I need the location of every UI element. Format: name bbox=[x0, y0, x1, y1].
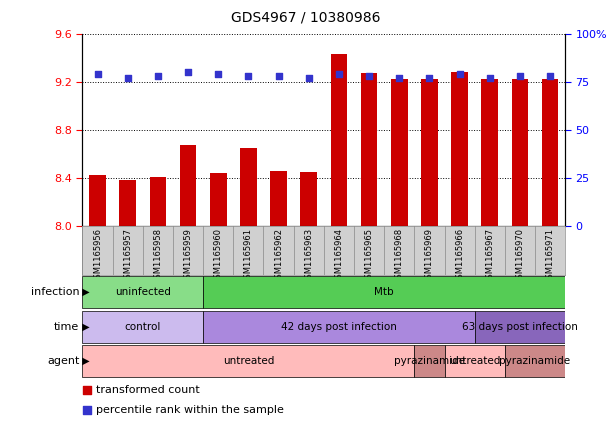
Point bbox=[93, 71, 103, 77]
Bar bbox=[240, 148, 257, 226]
Text: GSM1165957: GSM1165957 bbox=[123, 228, 132, 284]
Bar bbox=[542, 80, 558, 226]
Text: GSM1165965: GSM1165965 bbox=[365, 228, 373, 284]
Text: GSM1165966: GSM1165966 bbox=[455, 228, 464, 284]
Bar bbox=[203, 310, 475, 343]
Bar bbox=[270, 170, 287, 226]
Text: pyrazinamide: pyrazinamide bbox=[499, 356, 571, 366]
Point bbox=[515, 73, 525, 80]
Bar bbox=[414, 345, 445, 377]
Point bbox=[274, 73, 284, 80]
Bar bbox=[421, 80, 437, 226]
Text: GSM1165967: GSM1165967 bbox=[485, 228, 494, 284]
Bar bbox=[475, 310, 565, 343]
Point bbox=[304, 74, 313, 81]
Point bbox=[364, 73, 374, 80]
Text: control: control bbox=[125, 321, 161, 332]
Text: GSM1165964: GSM1165964 bbox=[334, 228, 343, 284]
Text: time: time bbox=[54, 321, 79, 332]
Bar bbox=[82, 310, 203, 343]
Text: 42 days post infection: 42 days post infection bbox=[281, 321, 397, 332]
Bar bbox=[119, 180, 136, 226]
Text: GDS4967 / 10380986: GDS4967 / 10380986 bbox=[231, 11, 380, 25]
Text: agent: agent bbox=[47, 356, 79, 366]
Bar bbox=[150, 177, 166, 226]
Bar bbox=[505, 345, 565, 377]
Bar bbox=[452, 72, 468, 226]
Point bbox=[455, 71, 464, 77]
Point bbox=[82, 407, 92, 413]
Point bbox=[123, 74, 133, 81]
Point bbox=[183, 69, 193, 76]
Text: GSM1165969: GSM1165969 bbox=[425, 228, 434, 284]
Point bbox=[244, 73, 254, 80]
Point bbox=[485, 74, 495, 81]
Point bbox=[394, 74, 404, 81]
Bar bbox=[445, 345, 505, 377]
Text: GSM1165963: GSM1165963 bbox=[304, 228, 313, 284]
Text: GSM1165968: GSM1165968 bbox=[395, 228, 404, 284]
Text: untreated: untreated bbox=[223, 356, 274, 366]
Bar bbox=[180, 146, 196, 226]
Text: untreated: untreated bbox=[449, 356, 500, 366]
Text: pyrazinamide: pyrazinamide bbox=[394, 356, 465, 366]
Point bbox=[153, 73, 163, 80]
Text: ▶: ▶ bbox=[79, 321, 90, 332]
Text: infection: infection bbox=[31, 287, 79, 297]
Text: transformed count: transformed count bbox=[95, 385, 199, 395]
Point bbox=[334, 71, 344, 77]
Text: ▶: ▶ bbox=[79, 287, 90, 297]
Text: GSM1165959: GSM1165959 bbox=[183, 228, 192, 284]
Point bbox=[545, 73, 555, 80]
Text: GSM1165970: GSM1165970 bbox=[516, 228, 524, 284]
Bar bbox=[301, 172, 317, 226]
Bar bbox=[511, 80, 529, 226]
Text: GSM1165958: GSM1165958 bbox=[153, 228, 163, 284]
Bar bbox=[481, 80, 498, 226]
Text: uninfected: uninfected bbox=[115, 287, 170, 297]
Point bbox=[425, 74, 434, 81]
Text: GSM1165956: GSM1165956 bbox=[93, 228, 102, 284]
Text: percentile rank within the sample: percentile rank within the sample bbox=[95, 405, 284, 415]
Text: GSM1165961: GSM1165961 bbox=[244, 228, 253, 284]
Text: 63 days post infection: 63 days post infection bbox=[462, 321, 578, 332]
Bar bbox=[82, 276, 203, 308]
Bar bbox=[82, 345, 414, 377]
Bar bbox=[331, 54, 347, 226]
Bar bbox=[360, 74, 378, 226]
Bar bbox=[391, 80, 408, 226]
Bar bbox=[89, 176, 106, 226]
Bar bbox=[203, 276, 565, 308]
Text: GSM1165960: GSM1165960 bbox=[214, 228, 223, 284]
Point bbox=[82, 387, 92, 393]
Point bbox=[213, 71, 223, 77]
Text: Mtb: Mtb bbox=[375, 287, 394, 297]
Text: GSM1165971: GSM1165971 bbox=[546, 228, 555, 284]
Text: GSM1165962: GSM1165962 bbox=[274, 228, 283, 284]
Bar bbox=[210, 173, 227, 226]
Text: ▶: ▶ bbox=[79, 356, 90, 366]
